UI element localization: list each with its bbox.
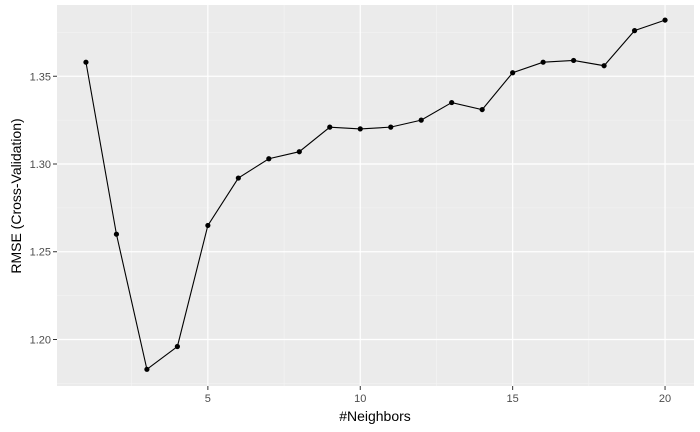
major-gridlines (57, 5, 694, 386)
data-point (327, 124, 333, 130)
y-tick-label: 1.20 (30, 334, 51, 346)
plot-panel (57, 5, 694, 386)
data-point (296, 149, 302, 155)
data-point (205, 222, 211, 229)
data-point (388, 124, 394, 130)
y-tick-label: 1.25 (30, 247, 51, 259)
x-tick-label: 20 (659, 393, 671, 405)
y-axis-ticks: 1.20 1.25 1.30 1.35 (30, 71, 57, 346)
data-point (113, 231, 120, 237)
x-tick-label: 5 (205, 393, 211, 405)
data-point (144, 366, 150, 372)
data-point (601, 63, 607, 69)
data-point (662, 17, 668, 23)
data-point (571, 57, 577, 64)
data-point (83, 59, 89, 65)
data-point (266, 156, 272, 162)
data-point (631, 28, 638, 34)
x-axis-ticks: 5 10 15 20 (205, 386, 671, 405)
series-line (85, 19, 666, 371)
y-tick-label: 1.35 (30, 71, 51, 83)
x-axis-title: #Neighbors (339, 408, 411, 424)
y-axis-title: RMSE (Cross-Validation) (8, 118, 24, 273)
y-tick-label: 1.30 (30, 159, 51, 171)
x-tick-label: 15 (507, 393, 519, 405)
data-point (357, 126, 363, 132)
data-point (418, 117, 424, 123)
data-point (540, 59, 546, 65)
data-point (235, 175, 241, 181)
data-point (510, 70, 516, 76)
x-tick-label: 10 (354, 393, 366, 405)
data-point (449, 99, 455, 106)
data-points (83, 17, 668, 372)
data-point (174, 343, 180, 350)
minor-gridlines (57, 5, 694, 386)
data-point (479, 106, 485, 113)
